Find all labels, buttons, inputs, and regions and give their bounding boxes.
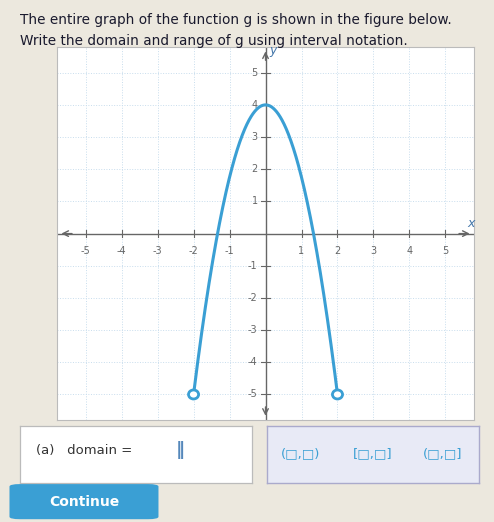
Text: 2: 2 [334,246,341,256]
Text: -3: -3 [153,246,163,256]
Text: -4: -4 [248,357,257,367]
Text: 5: 5 [251,68,257,78]
Text: 4: 4 [251,100,257,110]
Text: -4: -4 [117,246,126,256]
Text: Continue: Continue [49,495,119,508]
FancyBboxPatch shape [9,484,159,519]
Text: -1: -1 [225,246,234,256]
Text: -5: -5 [81,246,90,256]
Text: -2: -2 [189,246,199,256]
Text: The entire graph of the function g is shown in the figure below.: The entire graph of the function g is sh… [20,13,452,27]
Text: 1: 1 [251,196,257,206]
Text: -1: -1 [248,261,257,271]
Text: 3: 3 [370,246,376,256]
Text: 2: 2 [251,164,257,174]
Text: -5: -5 [248,389,257,399]
Text: [□,□]: [□,□] [353,447,393,460]
Text: 1: 1 [298,246,305,256]
Text: (□,□]: (□,□] [423,447,463,460]
Text: (a)   domain =: (a) domain = [36,444,136,457]
Text: Write the domain and range of g using interval notation.: Write the domain and range of g using in… [20,34,408,48]
Text: ‖: ‖ [175,441,184,459]
Text: 5: 5 [442,246,449,256]
Circle shape [189,390,199,399]
Text: x: x [467,217,474,230]
Text: y: y [270,44,277,57]
Text: 3: 3 [251,132,257,142]
Circle shape [332,390,342,399]
Text: -3: -3 [248,325,257,335]
Text: 4: 4 [407,246,412,256]
Text: -2: -2 [248,293,257,303]
Text: (□,□): (□,□) [281,447,321,460]
